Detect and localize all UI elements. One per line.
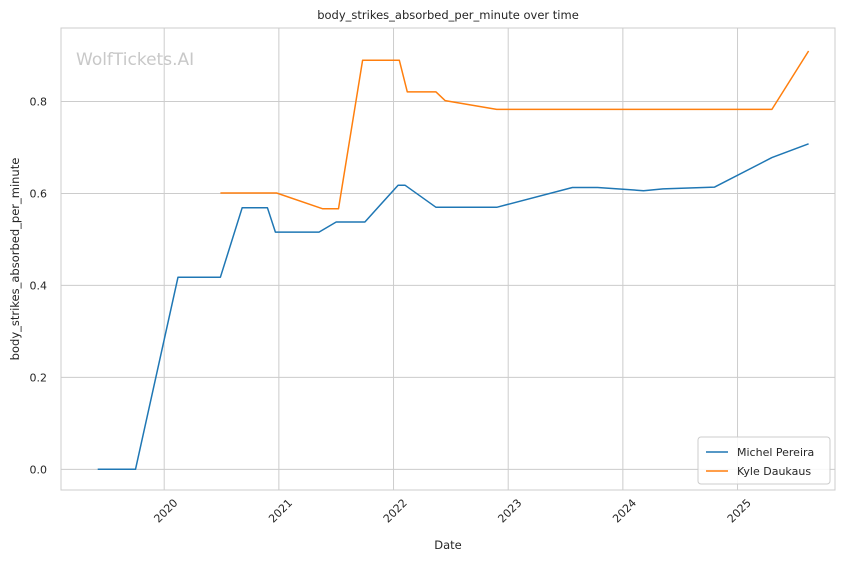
series-line-0: [97, 143, 809, 471]
y-axis-label: body_strikes_absorbed_per_minute: [8, 158, 22, 361]
x-tick-label: 2023: [495, 496, 524, 525]
legend-label: Michel Pereira: [737, 446, 814, 459]
y-tick-label: 0.2: [30, 371, 48, 384]
axes-frame: [60, 27, 836, 491]
series-line-1: [220, 50, 810, 210]
x-tick-label: 2020: [151, 496, 180, 525]
legend-label: Kyle Daukaus: [737, 465, 811, 478]
legend-box: [697, 436, 831, 485]
y-tick-label: 0.8: [30, 96, 48, 109]
series-lines: [97, 50, 810, 471]
x-tick-label: 2022: [381, 496, 410, 525]
chart-title: body_strikes_absorbed_per_minute over ti…: [317, 8, 579, 22]
legend: Michel Pereira Kyle Daukaus: [697, 436, 831, 485]
grid: [61, 28, 835, 490]
y-tick-label: 0.4: [30, 279, 48, 292]
y-tick-labels: 0.0 0.2 0.4 0.6 0.8: [30, 96, 48, 477]
y-tick-label: 0.6: [30, 187, 48, 200]
y-tick-label: 0.0: [30, 463, 48, 476]
x-tick-labels: 2020 2021 2022 2023 2024 2025: [151, 496, 753, 525]
x-axis-label: Date: [434, 538, 462, 552]
x-tick-label: 2025: [725, 496, 754, 525]
x-tick-label: 2024: [610, 496, 639, 525]
watermark: WolfTickets.AI: [76, 50, 194, 70]
x-tick-label: 2021: [266, 496, 295, 525]
